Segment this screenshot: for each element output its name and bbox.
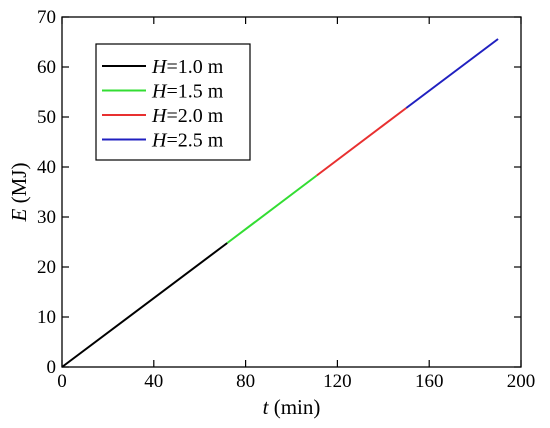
series-line-3 xyxy=(316,107,407,177)
x-axis-label: t (min) xyxy=(263,395,321,419)
x-axis-unit: (min) xyxy=(268,395,320,419)
y-tick-label: 10 xyxy=(37,307,56,328)
series-layer xyxy=(61,38,499,368)
y-tick-label: 0 xyxy=(47,357,57,378)
legend-box xyxy=(95,43,251,161)
y-tick-label: 60 xyxy=(37,57,56,78)
y-tick-label: 40 xyxy=(37,157,56,178)
x-tick-label: 0 xyxy=(57,371,67,392)
legend-label-2: H=1.5 m xyxy=(151,81,224,103)
legend-label-1: H=1.0 m xyxy=(151,56,224,78)
legend-label-4: H=2.5 m xyxy=(151,130,224,152)
x-tick-label: 200 xyxy=(507,371,536,392)
series-line-4 xyxy=(405,38,499,109)
series-line-1 xyxy=(61,242,228,368)
x-tick-label: 80 xyxy=(236,371,255,392)
y-axis-variable: E xyxy=(7,208,31,222)
legend: H=1.0 m H=1.5 mH=2.0 m H=2.5 m xyxy=(95,43,251,161)
series-line-2 xyxy=(226,174,318,244)
legend-label-3: H=2.0 m xyxy=(151,105,224,127)
ticks-layer: 0 40 80 120 160 200 0 10 20 30 40 50 60 70 xyxy=(37,7,535,392)
y-axis-unit: (MJ) xyxy=(7,163,31,209)
y-tick-label: 50 xyxy=(37,107,56,128)
y-tick-label: 30 xyxy=(37,207,56,228)
y-axis-label: E (MJ) xyxy=(7,163,31,223)
y-tick-label: 20 xyxy=(37,257,56,278)
x-tick-label: 160 xyxy=(415,371,444,392)
x-axis-variable: t xyxy=(263,395,270,419)
plot-frame xyxy=(61,16,522,368)
x-tick-label: 40 xyxy=(144,371,163,392)
y-tick-label: 70 xyxy=(37,7,56,28)
x-tick-label: 120 xyxy=(323,371,352,392)
